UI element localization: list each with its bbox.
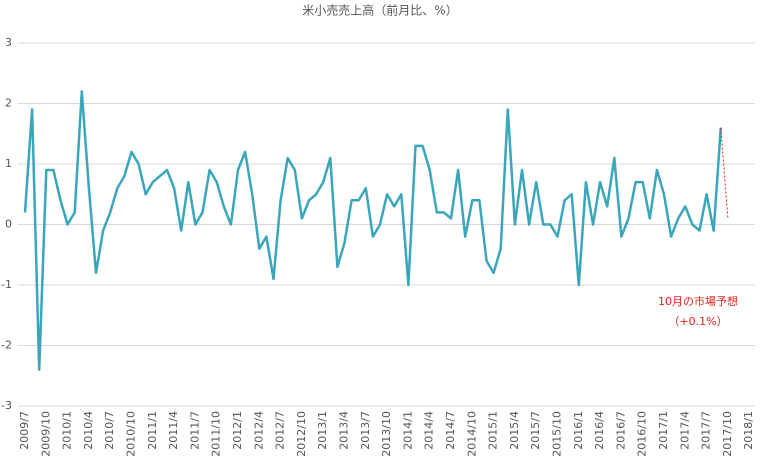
x-tick-label: 2017/1 — [657, 411, 670, 450]
x-tick-label: 2013/4 — [338, 411, 351, 450]
chart-title: 米小売売上高（前月比、%） — [302, 3, 457, 18]
x-tick-label: 2014/7 — [444, 411, 457, 450]
x-tick-label: 2011/4 — [167, 411, 180, 450]
data-line — [23, 90, 723, 371]
annotation-text: （+0.1%） — [668, 315, 727, 328]
x-tick-label: 2018/1 — [742, 411, 755, 450]
x-tick-label: 2015/1 — [487, 411, 500, 450]
x-tick-label: 2010/7 — [103, 411, 116, 450]
x-tick-label: 2010/10 — [125, 411, 138, 457]
x-tick-label: 2013/7 — [359, 411, 372, 450]
x-tick-label: 2010/1 — [61, 411, 74, 450]
x-tick-label: 2012/7 — [274, 411, 287, 450]
x-tick-label: 2012/10 — [295, 411, 308, 457]
x-tick-label: 2014/4 — [423, 411, 436, 450]
x-tick-label: 2016/4 — [593, 411, 606, 450]
y-tick-label: -1 — [1, 278, 12, 291]
x-tick-label: 2015/7 — [529, 411, 542, 450]
y-tick-label: -3 — [1, 399, 12, 412]
annotation-text: 10月の市場予想 — [658, 294, 738, 308]
x-tick-label: 2016/7 — [614, 411, 627, 450]
x-tick-label: 2011/1 — [146, 411, 159, 450]
y-tick-label: 1 — [5, 157, 12, 170]
x-tick-label: 2014/10 — [465, 411, 478, 457]
x-tick-label: 2015/10 — [551, 411, 564, 457]
y-tick-label: 2 — [5, 97, 12, 110]
x-tick-label: 2013/1 — [316, 411, 329, 450]
x-tick-label: 2017/4 — [678, 411, 691, 450]
x-tick-label: 2017/7 — [700, 411, 713, 450]
x-tick-label: 2017/10 — [721, 411, 734, 457]
y-tick-label: 3 — [5, 36, 12, 49]
y-tick-label: 0 — [5, 218, 12, 231]
y-tick-label: -2 — [1, 339, 12, 352]
x-tick-label: 2012/1 — [231, 411, 244, 450]
x-tick-label: 2009/7 — [18, 411, 31, 450]
x-tick-label: 2012/4 — [252, 411, 265, 450]
x-tick-label: 2013/10 — [380, 411, 393, 457]
x-tick-label: 2015/4 — [508, 411, 521, 450]
x-tick-label: 2010/4 — [82, 411, 95, 450]
x-tick-label: 2014/1 — [401, 411, 414, 450]
x-tick-label: 2016/10 — [636, 411, 649, 457]
x-tick-label: 2011/7 — [188, 411, 201, 450]
x-tick-label: 2009/10 — [39, 411, 52, 457]
forecast-line — [720, 127, 729, 219]
x-tick-label: 2011/10 — [210, 411, 223, 457]
x-tick-label: 2016/1 — [572, 411, 585, 450]
